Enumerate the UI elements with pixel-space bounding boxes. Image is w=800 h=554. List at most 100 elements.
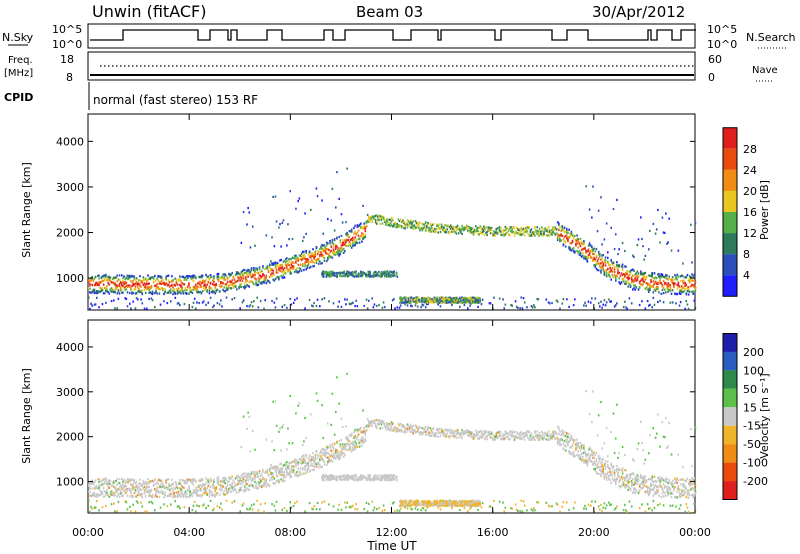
power-cell (569, 247, 572, 250)
power-cell (262, 272, 264, 276)
power-cell (366, 220, 369, 223)
velocity-cell (386, 423, 388, 426)
velocity-cell (405, 426, 408, 429)
power-cell (355, 232, 358, 236)
power-cell (638, 285, 641, 289)
power-cell (345, 244, 347, 247)
velocity-cell (345, 442, 347, 445)
power-cell (634, 273, 636, 276)
velocity-cell (397, 428, 400, 431)
power-cell (337, 247, 339, 250)
power-cell (243, 271, 246, 275)
velocity-cell (260, 485, 263, 489)
power-cell (257, 272, 260, 275)
power-cell (592, 185, 594, 188)
velocity-cell (304, 459, 306, 462)
power-cell (559, 307, 561, 310)
velocity-cell (428, 434, 430, 437)
velocity-cell (297, 404, 300, 407)
colorbar-segment (723, 127, 737, 149)
power-cell (519, 307, 521, 310)
power-cell (440, 296, 442, 299)
power-cell (502, 230, 504, 233)
power-cell (477, 232, 479, 236)
power-cell (388, 218, 391, 221)
colorbar-segment (723, 254, 737, 276)
power-cell (635, 279, 638, 282)
power-cell (685, 275, 688, 279)
power-cell (282, 268, 285, 271)
velocity-cell (172, 489, 174, 492)
freq-panel (87, 51, 696, 81)
power-cell (509, 234, 511, 237)
power-cell (345, 303, 347, 306)
velocity-cell (95, 485, 98, 488)
power-cell (518, 229, 520, 232)
velocity-cell (297, 467, 300, 470)
power-cell (242, 277, 245, 280)
power-cell (459, 227, 461, 230)
velocity-cell (148, 485, 150, 489)
power-cell (305, 232, 307, 235)
power-cell (599, 265, 601, 268)
velocity-cell (287, 427, 289, 430)
velocity-cell (179, 478, 181, 482)
power-cell (622, 272, 625, 276)
power-cell (241, 301, 244, 304)
power-cell (658, 275, 660, 278)
power-cell (184, 289, 187, 292)
power-cell (364, 233, 367, 237)
power-cell (626, 307, 628, 310)
power-cell (511, 227, 513, 231)
power-cell (93, 277, 96, 280)
power-cell (247, 272, 249, 276)
power-cell (278, 226, 280, 229)
power-cell (279, 266, 281, 270)
power-cell (352, 274, 354, 277)
power-cell (603, 270, 606, 273)
velocity-cell (317, 466, 320, 469)
power-cell (323, 297, 326, 300)
power-cell (345, 272, 347, 276)
power-cell (166, 274, 169, 278)
velocity-cell (247, 476, 249, 479)
power-cell (657, 285, 659, 289)
power-cell (216, 277, 219, 281)
power-cell (426, 224, 428, 227)
velocity-cell (389, 423, 392, 426)
velocity-cell (235, 483, 238, 487)
power-cell (208, 289, 211, 293)
velocity-cell (226, 491, 229, 494)
power-cell (669, 284, 672, 287)
power-cell (294, 254, 296, 257)
power-cell (136, 298, 139, 301)
velocity-cell (159, 479, 162, 483)
power-cell (540, 233, 543, 236)
power-cell (300, 258, 303, 262)
power-cell (477, 299, 480, 302)
power-cell (667, 282, 669, 285)
velocity-cell (246, 482, 248, 486)
power-cell (182, 283, 185, 286)
velocity-cell (291, 460, 294, 463)
power-cell (243, 285, 246, 288)
velocity-cell (116, 488, 119, 491)
velocity-cell (369, 424, 371, 427)
velocity-cell (361, 444, 363, 447)
power-cell (611, 267, 614, 270)
power-cell (106, 277, 108, 281)
power-cell (629, 285, 632, 289)
power-cell (333, 272, 336, 275)
power-cell (229, 283, 231, 286)
power-cell (304, 255, 306, 258)
power-cell (202, 280, 205, 283)
power-cell (134, 307, 137, 310)
power-cell (611, 270, 614, 273)
power-cell (583, 239, 585, 243)
power-cell (344, 298, 346, 301)
power-cell (340, 234, 343, 238)
velocity-cell (338, 458, 340, 461)
velocity-cell (150, 500, 153, 503)
velocity-cell (309, 458, 312, 461)
power-cell (238, 285, 240, 289)
